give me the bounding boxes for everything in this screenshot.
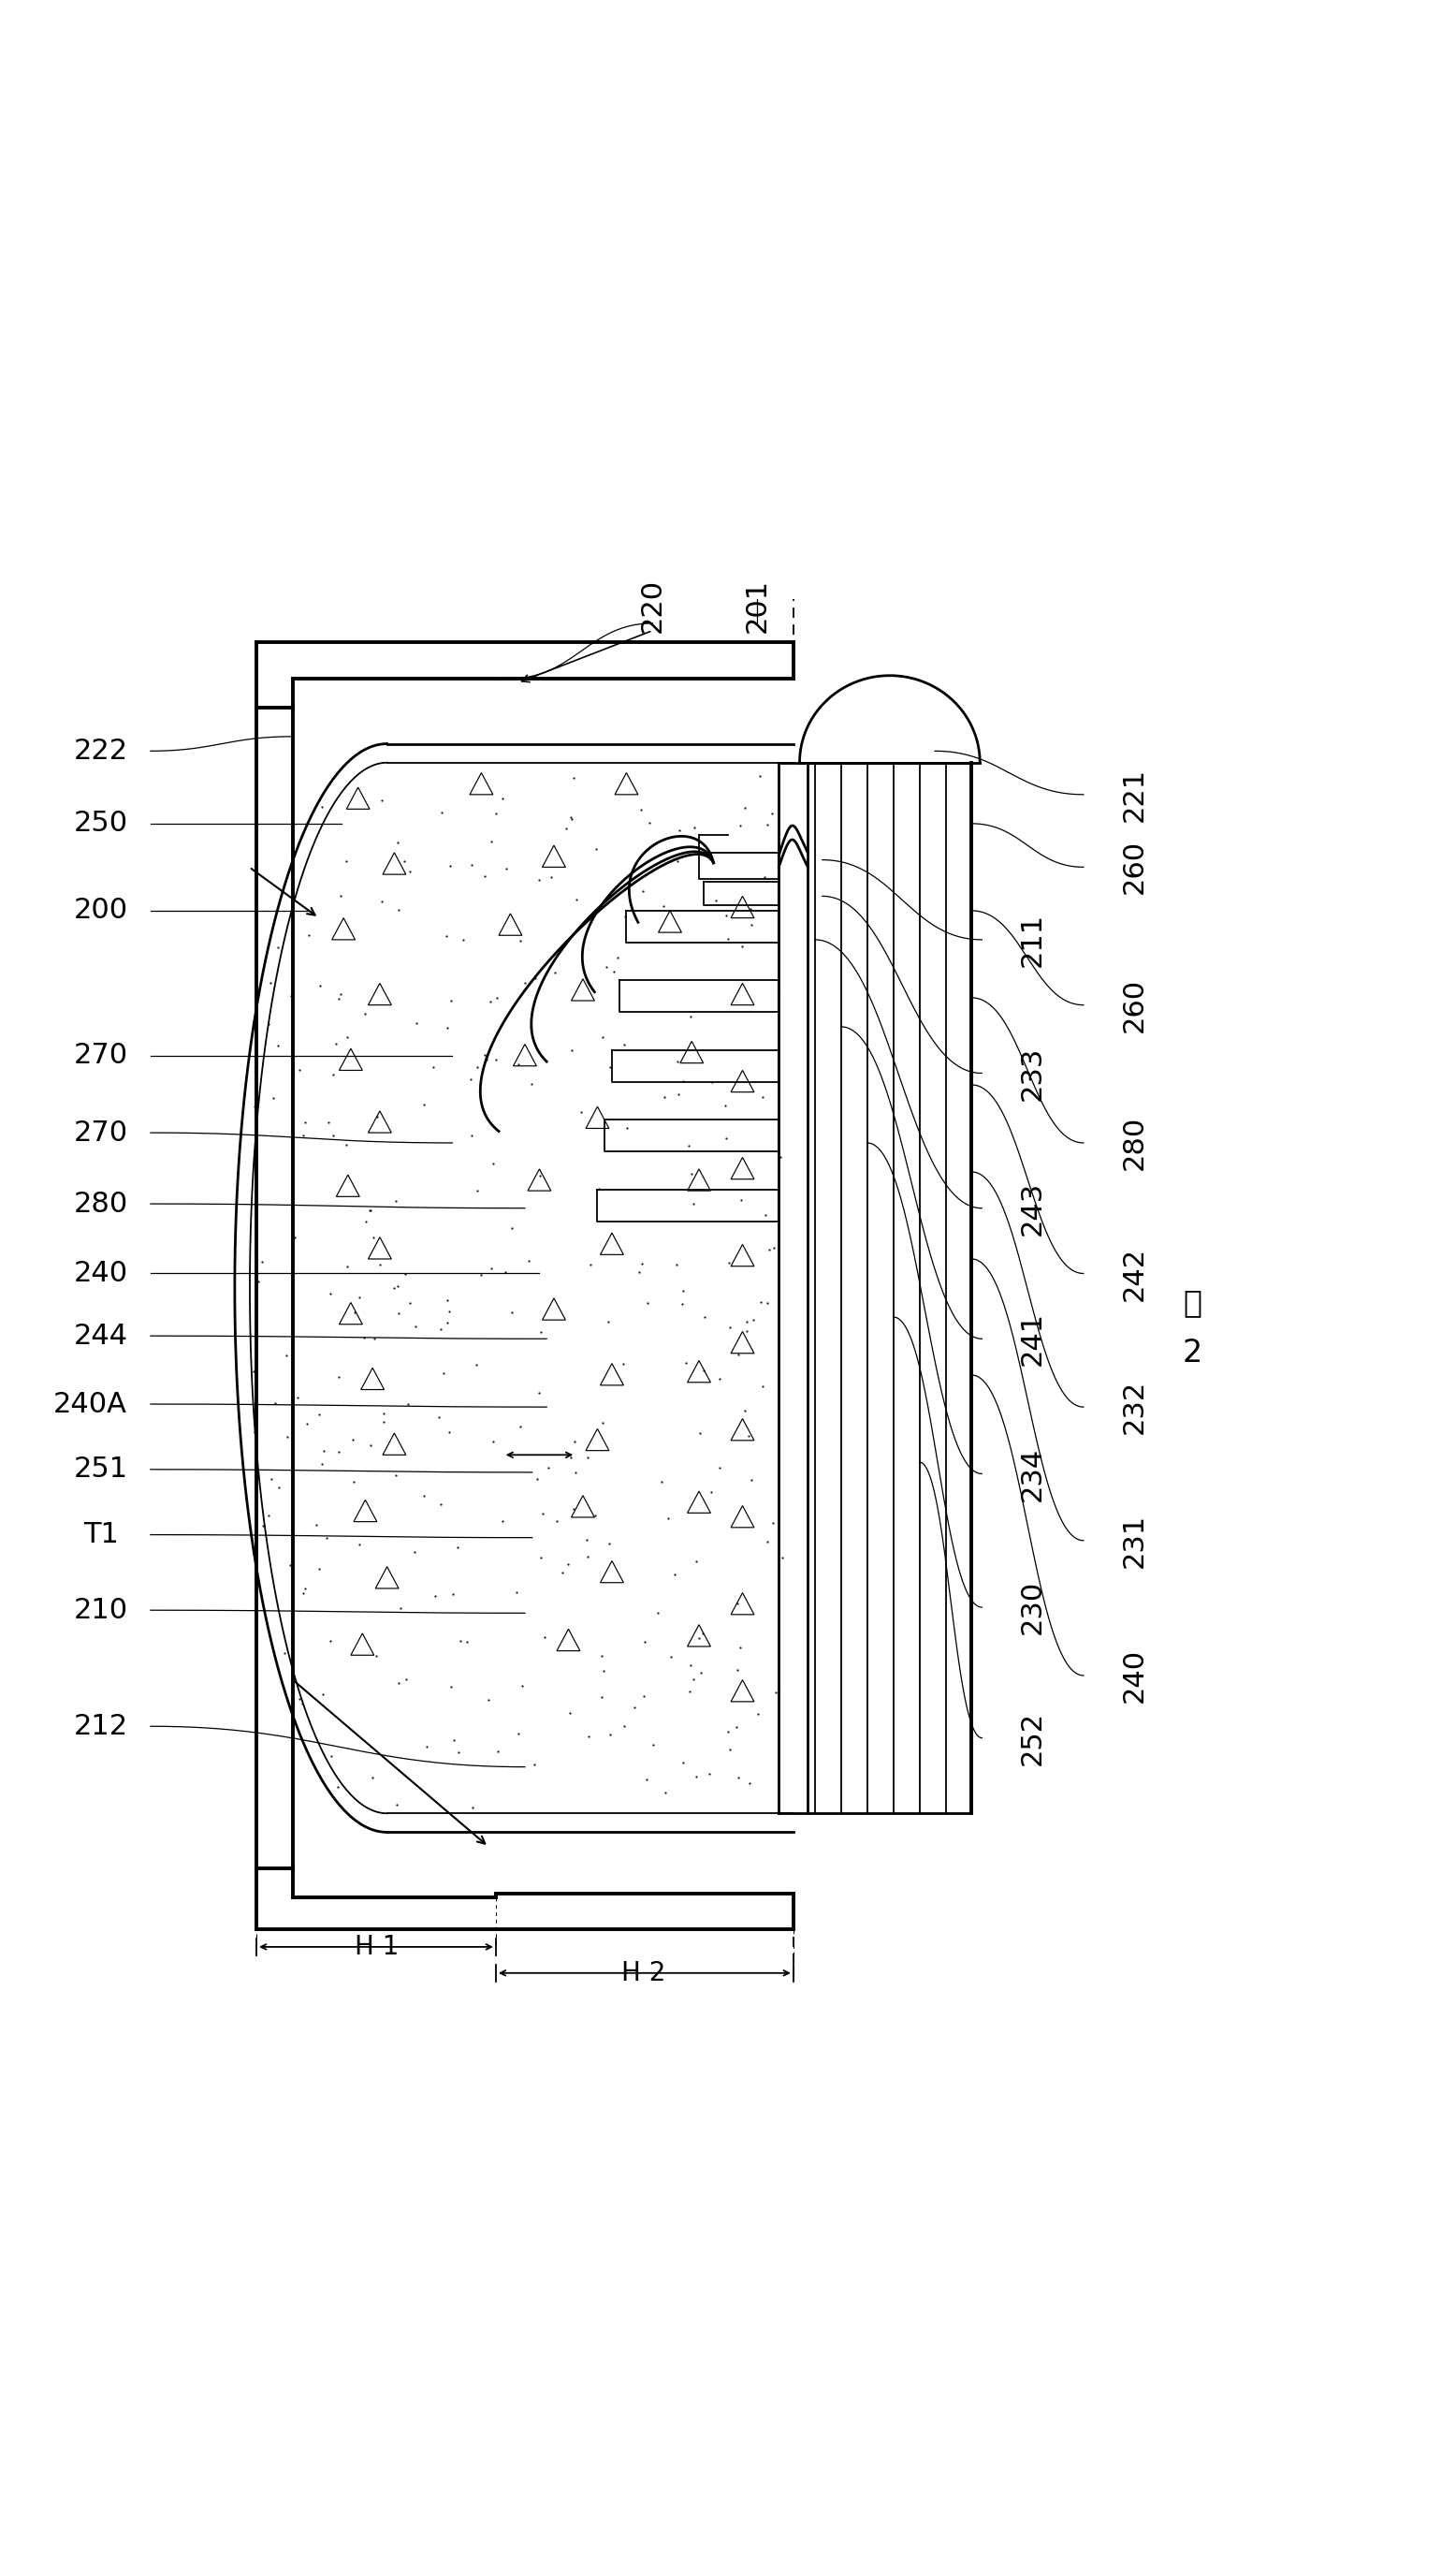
Text: 220: 220 [639, 580, 667, 634]
Text: 211: 211 [1019, 912, 1047, 966]
Text: 251: 251 [74, 1455, 128, 1484]
Text: 244: 244 [74, 1321, 128, 1350]
Text: 252: 252 [1019, 1710, 1047, 1765]
Text: 280: 280 [74, 1190, 128, 1218]
Text: H 2: H 2 [622, 1960, 665, 1986]
Text: 221: 221 [1121, 768, 1147, 822]
Text: 250: 250 [74, 809, 128, 837]
Text: 240: 240 [74, 1260, 128, 1288]
Text: 212: 212 [74, 1713, 128, 1739]
Text: 270: 270 [74, 1043, 128, 1069]
Text: 2: 2 [1182, 1337, 1203, 1368]
Text: 240: 240 [1121, 1649, 1147, 1703]
Text: T1: T1 [83, 1522, 119, 1548]
Text: 232: 232 [1121, 1381, 1147, 1435]
Text: 260: 260 [1121, 840, 1147, 894]
Text: H 1: H 1 [355, 1935, 399, 1960]
Text: 233: 233 [1019, 1046, 1047, 1100]
Text: 201: 201 [744, 580, 770, 634]
Text: 270: 270 [74, 1118, 128, 1146]
Text: 231: 231 [1121, 1512, 1147, 1569]
Text: 280: 280 [1121, 1115, 1147, 1170]
Text: 242: 242 [1121, 1247, 1147, 1301]
Text: 200: 200 [74, 896, 128, 925]
Text: 243: 243 [1019, 1180, 1047, 1236]
Text: 260: 260 [1121, 979, 1147, 1033]
Text: 图: 图 [1182, 1288, 1201, 1319]
Text: 240A: 240A [52, 1391, 127, 1417]
Text: 234: 234 [1019, 1448, 1047, 1502]
Text: 241: 241 [1019, 1311, 1047, 1365]
Text: 222: 222 [74, 737, 128, 765]
Text: 210: 210 [74, 1597, 128, 1623]
Text: 230: 230 [1019, 1579, 1047, 1636]
